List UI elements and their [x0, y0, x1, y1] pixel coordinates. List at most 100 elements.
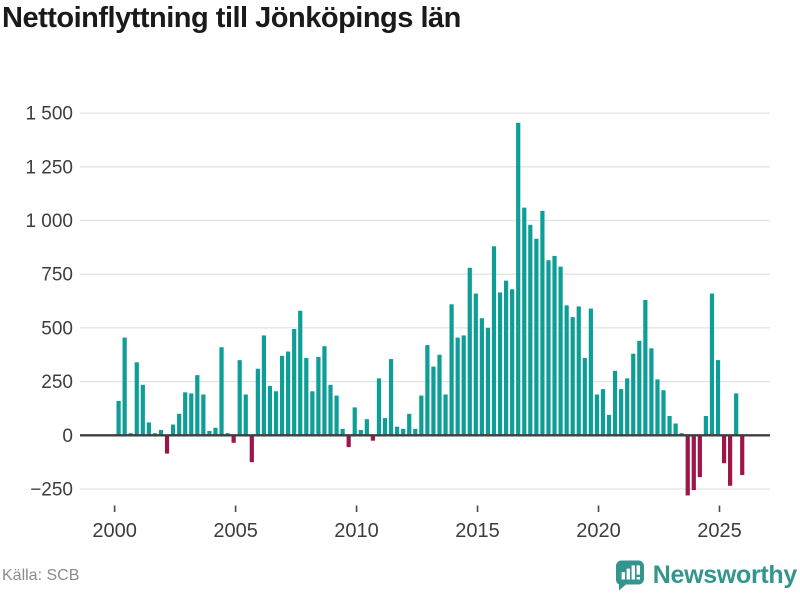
bar	[177, 413, 182, 436]
bar	[207, 431, 212, 436]
bar	[479, 318, 484, 436]
bar	[395, 426, 400, 436]
bar	[588, 308, 593, 436]
bar	[540, 210, 545, 436]
bar	[255, 368, 260, 436]
bar	[304, 357, 309, 436]
x-axis-tick-label: 2015	[455, 520, 500, 542]
bar	[721, 435, 727, 464]
bar	[273, 391, 279, 436]
bar	[461, 335, 466, 436]
y-axis-tick-label: 1 250	[25, 157, 73, 178]
bar	[261, 335, 267, 436]
bar	[455, 337, 460, 436]
bar	[298, 310, 303, 436]
bar	[473, 293, 478, 436]
bar	[170, 424, 176, 436]
bar	[352, 407, 357, 436]
bar	[437, 354, 442, 436]
newsworthy-logo[interactable]: Newsworthy	[614, 558, 797, 592]
y-axis-tick-label: 1 500	[25, 104, 73, 125]
bar	[158, 429, 164, 436]
bar	[292, 328, 297, 436]
bar	[201, 394, 206, 436]
y-axis-tick-label: 750	[41, 265, 73, 286]
bar	[346, 435, 351, 448]
logo-bar-2	[626, 568, 630, 580]
bar	[534, 238, 539, 436]
bar	[286, 351, 291, 436]
y-axis-tick-label: 250	[41, 372, 73, 393]
bar	[388, 359, 394, 436]
bar	[316, 356, 321, 436]
bar	[522, 207, 527, 436]
bar	[243, 394, 248, 436]
bar	[643, 299, 648, 436]
bar	[449, 304, 454, 436]
bar	[709, 293, 715, 436]
bar	[340, 428, 345, 436]
bar	[631, 353, 636, 436]
bar	[431, 366, 436, 436]
bar	[189, 393, 194, 436]
bar	[703, 415, 708, 436]
bar	[219, 347, 224, 436]
bar	[467, 267, 472, 436]
x-axis-tick-label: 2025	[697, 520, 742, 542]
bar	[213, 427, 218, 436]
bar	[164, 435, 170, 454]
bar	[606, 414, 612, 436]
bar	[237, 360, 242, 436]
bar	[661, 390, 666, 436]
newsworthy-wordmark: Newsworthy	[652, 560, 798, 589]
bar	[134, 362, 139, 436]
bar	[697, 435, 702, 478]
bar	[691, 435, 696, 491]
bar	[382, 418, 388, 436]
bar	[183, 392, 188, 436]
bar	[516, 122, 521, 436]
bar	[576, 306, 581, 436]
bar	[510, 289, 515, 436]
bar	[528, 224, 533, 436]
bar	[491, 246, 497, 436]
bar	[370, 435, 375, 441]
bar	[328, 384, 333, 436]
bar	[667, 415, 672, 436]
bar	[413, 428, 418, 436]
bar	[503, 280, 509, 436]
bar	[364, 419, 369, 436]
bar	[358, 429, 363, 436]
bar	[140, 384, 145, 436]
newsworthy-icon	[615, 560, 644, 591]
bar	[734, 393, 739, 436]
bar	[419, 395, 424, 436]
bar	[558, 266, 563, 436]
bar	[249, 435, 254, 463]
x-axis-tick-label: 2010	[334, 520, 379, 542]
bar	[552, 255, 557, 436]
source-label: Källa: SCB	[2, 567, 80, 584]
bar	[564, 305, 569, 436]
logo-exclamation-stem	[636, 565, 640, 575]
x-axis-tick-label: 2000	[92, 520, 137, 542]
bar	[649, 348, 654, 436]
bar	[625, 378, 630, 436]
x-axis-tick-label: 2020	[576, 520, 621, 542]
bar	[655, 379, 660, 436]
bar	[612, 370, 618, 436]
logo-exclamation-dot	[636, 577, 640, 580]
bar	[582, 357, 587, 436]
bar	[685, 435, 690, 496]
y-axis-tick-label: 500	[41, 318, 73, 339]
bar	[116, 400, 121, 436]
bar	[322, 346, 327, 436]
bar	[376, 378, 382, 436]
bar	[231, 435, 236, 443]
bar	[497, 292, 503, 436]
bar	[279, 355, 285, 436]
bar	[728, 435, 733, 486]
bar	[485, 327, 491, 436]
